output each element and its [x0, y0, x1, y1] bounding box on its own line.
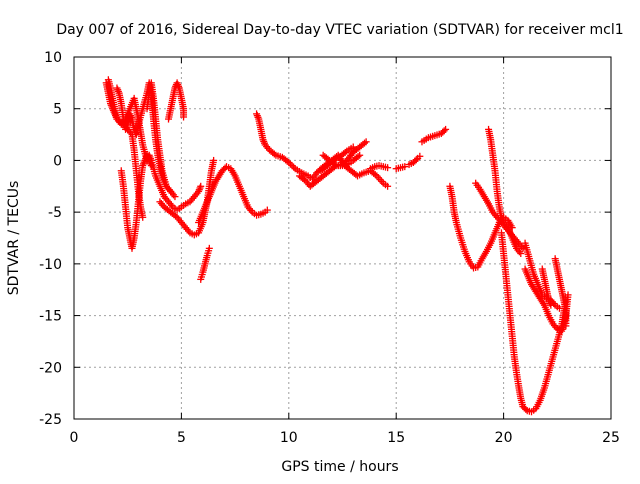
- data-point-marker: [263, 206, 271, 214]
- data-point-marker: [361, 139, 369, 147]
- data-point-marker: [564, 291, 572, 299]
- data-point-marker: [290, 163, 298, 171]
- data-point-marker: [401, 163, 409, 171]
- data-point-marker: [180, 113, 188, 121]
- data-point-marker: [205, 244, 213, 252]
- y-tick-label: -10: [39, 257, 62, 273]
- data-point-marker: [547, 301, 555, 309]
- x-tick-label: 0: [70, 430, 79, 446]
- data-point-marker: [555, 304, 563, 312]
- data-point-marker: [384, 182, 392, 190]
- data-points: [102, 76, 572, 416]
- data-point-marker: [442, 125, 450, 133]
- data-point-marker: [522, 405, 530, 413]
- y-tick-label: -25: [39, 412, 62, 428]
- data-point-marker: [341, 148, 349, 156]
- y-tick-label: 10: [44, 50, 62, 66]
- data-point-marker: [210, 156, 218, 164]
- data-point-marker: [171, 193, 179, 201]
- data-point-marker: [147, 162, 155, 170]
- data-point-marker: [171, 212, 179, 220]
- x-axis-label: GPS time / hours: [281, 459, 398, 475]
- data-point-marker: [354, 153, 362, 161]
- y-tick-label: 5: [53, 102, 62, 118]
- x-tick-label: 15: [387, 430, 405, 446]
- data-point-marker: [288, 162, 296, 170]
- x-tick-label: 5: [177, 430, 186, 446]
- axes: 0 5 10 15 20 25 -25 -20 -15 -10 -5 0 5 10: [39, 50, 620, 446]
- x-tick-label: 20: [495, 430, 513, 446]
- x-tick-label: 10: [280, 430, 298, 446]
- data-point-marker: [300, 176, 308, 184]
- data-point-marker: [371, 171, 379, 179]
- data-point-marker: [167, 187, 175, 195]
- x-tick-label: 25: [602, 430, 620, 446]
- y-tick-label: -5: [48, 205, 62, 221]
- data-point-marker: [362, 138, 370, 146]
- data-point-marker: [440, 127, 448, 135]
- data-point-marker: [285, 158, 293, 166]
- y-tick-label: 0: [53, 153, 62, 169]
- chart-title: Day 007 of 2016, Sidereal Day-to-day VTE…: [56, 22, 623, 38]
- plot-frame: [73, 56, 612, 420]
- y-tick-label: -20: [39, 360, 62, 376]
- data-point-marker: [416, 152, 424, 160]
- data-point-marker: [270, 150, 278, 158]
- data-point-marker: [349, 143, 357, 151]
- data-point-marker: [562, 322, 570, 330]
- data-point-marker: [356, 151, 364, 159]
- data-point-marker: [139, 213, 147, 221]
- data-point-marker: [197, 182, 205, 190]
- data-point-marker: [286, 160, 294, 168]
- y-tick-label: -15: [39, 309, 62, 325]
- y-axis-label: SDTVAR / TECUs: [6, 181, 22, 296]
- data-point-marker: [384, 164, 392, 172]
- data-point-marker: [328, 158, 336, 166]
- data-point-marker: [517, 250, 525, 258]
- data-point-marker: [412, 156, 420, 164]
